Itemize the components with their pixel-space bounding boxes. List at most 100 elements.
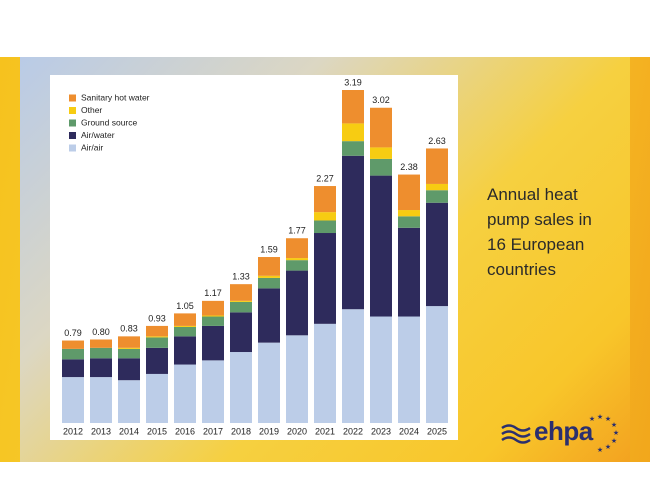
- bar-segment: [118, 380, 140, 423]
- bar-segment: [146, 336, 168, 338]
- bar-segment: [258, 288, 280, 343]
- logo-stars: ★ ★★★ ★★★★: [589, 413, 619, 452]
- total-label: 1.33: [232, 272, 250, 282]
- legend-label: Other: [81, 105, 102, 115]
- bar-segment: [286, 258, 308, 261]
- x-tick-label: 2021: [315, 426, 335, 436]
- bar-segment: [370, 147, 392, 159]
- bar-segment: [398, 210, 420, 217]
- bar-segment: [314, 220, 336, 234]
- bar-segment: [426, 202, 448, 307]
- x-tick-label: 2019: [259, 426, 279, 436]
- svg-text:★: ★: [597, 446, 603, 452]
- bar-segment: [202, 325, 224, 361]
- legend-label: Air/air: [81, 142, 103, 152]
- total-label: 1.59: [260, 244, 278, 254]
- bar-segment: [398, 227, 420, 317]
- logo-waves: [501, 424, 531, 444]
- svg-text:★: ★: [589, 415, 595, 423]
- bar-segment: [230, 300, 252, 302]
- x-tick-label: 2015: [147, 426, 167, 436]
- bar-segment: [118, 347, 140, 349]
- bar-segment: [258, 275, 280, 278]
- x-tick-label: 2012: [63, 426, 83, 436]
- bar-segment: [202, 316, 224, 326]
- bar-segment: [146, 325, 168, 337]
- bar-segment: [426, 148, 448, 184]
- bar-segment: [342, 90, 364, 124]
- bar-segment: [230, 312, 252, 353]
- legend-label: Air/water: [81, 130, 115, 140]
- bar-segment: [174, 326, 196, 337]
- total-label: 1.05: [176, 301, 194, 311]
- bar-segment: [342, 309, 364, 423]
- bar-segment: [174, 364, 196, 423]
- bar-segment: [286, 335, 308, 423]
- bar-segment: [426, 306, 448, 423]
- x-tick-label: 2025: [427, 426, 447, 436]
- x-tick-label: 2014: [119, 426, 139, 436]
- bar-segment: [118, 336, 140, 348]
- bar-segment: [370, 107, 392, 148]
- legend-label: Ground source: [81, 117, 137, 127]
- x-tick-label: 2023: [371, 426, 391, 436]
- bar-segment: [398, 174, 420, 211]
- total-label: 2.38: [400, 162, 418, 172]
- svg-text:★: ★: [611, 421, 617, 429]
- bar-segment: [174, 336, 196, 365]
- svg-text:★: ★: [613, 429, 619, 437]
- x-tick-label: 2020: [287, 426, 307, 436]
- total-label: 0.79: [64, 328, 82, 338]
- bar-segment: [146, 337, 168, 348]
- svg-text:★: ★: [597, 413, 603, 421]
- bar-segment: [398, 216, 420, 228]
- bar-segment: [62, 359, 84, 378]
- bar-segment: [258, 277, 280, 289]
- x-tick-label: 2022: [343, 426, 363, 436]
- bar-segment: [314, 212, 336, 221]
- total-label: 0.83: [120, 324, 138, 334]
- svg-text:★: ★: [611, 437, 617, 445]
- bar-segment: [314, 186, 336, 213]
- bar-segment: [202, 315, 224, 317]
- x-tick-label: 2016: [175, 426, 195, 436]
- legend-label: Sanitary hot water: [81, 92, 150, 102]
- total-label: 3.02: [372, 95, 390, 105]
- total-label: 1.77: [288, 226, 306, 236]
- bar-segment: [286, 260, 308, 271]
- bar-segment: [370, 175, 392, 317]
- svg-text:★: ★: [605, 443, 611, 451]
- bar-segment: [62, 348, 84, 360]
- bar-segment: [286, 238, 308, 259]
- bar-segment: [202, 300, 224, 316]
- total-label: 1.17: [204, 288, 222, 298]
- legend-swatch: [69, 119, 76, 127]
- bar-segment: [202, 360, 224, 423]
- bar-segment: [370, 158, 392, 176]
- bar-segment: [118, 348, 140, 359]
- bar-segment: [174, 325, 196, 327]
- total-label: 3.19: [344, 77, 362, 87]
- x-tick-label: 2013: [91, 426, 111, 436]
- bar-segment: [258, 257, 280, 276]
- bar-segment: [146, 347, 168, 374]
- bar-segment: [342, 155, 364, 310]
- bar-segment: [258, 342, 280, 423]
- x-tick-label: 2018: [231, 426, 251, 436]
- bar-segment: [90, 339, 112, 348]
- legend-swatch: [69, 94, 76, 102]
- bar-segment: [286, 270, 308, 336]
- x-tick-label: 2017: [203, 426, 223, 436]
- logo: ehpa ★ ★ ★ ★ ★ ★ ★ ★: [500, 412, 620, 452]
- logo-text: ehpa: [534, 416, 593, 446]
- bar-segment: [342, 123, 364, 142]
- total-label: 0.93: [148, 313, 166, 323]
- legend-swatch: [69, 144, 76, 152]
- bar-segment: [314, 233, 336, 324]
- bar-segment: [314, 323, 336, 423]
- bar-segment: [426, 190, 448, 203]
- bar-segment: [90, 358, 112, 378]
- svg-text:★: ★: [605, 415, 611, 423]
